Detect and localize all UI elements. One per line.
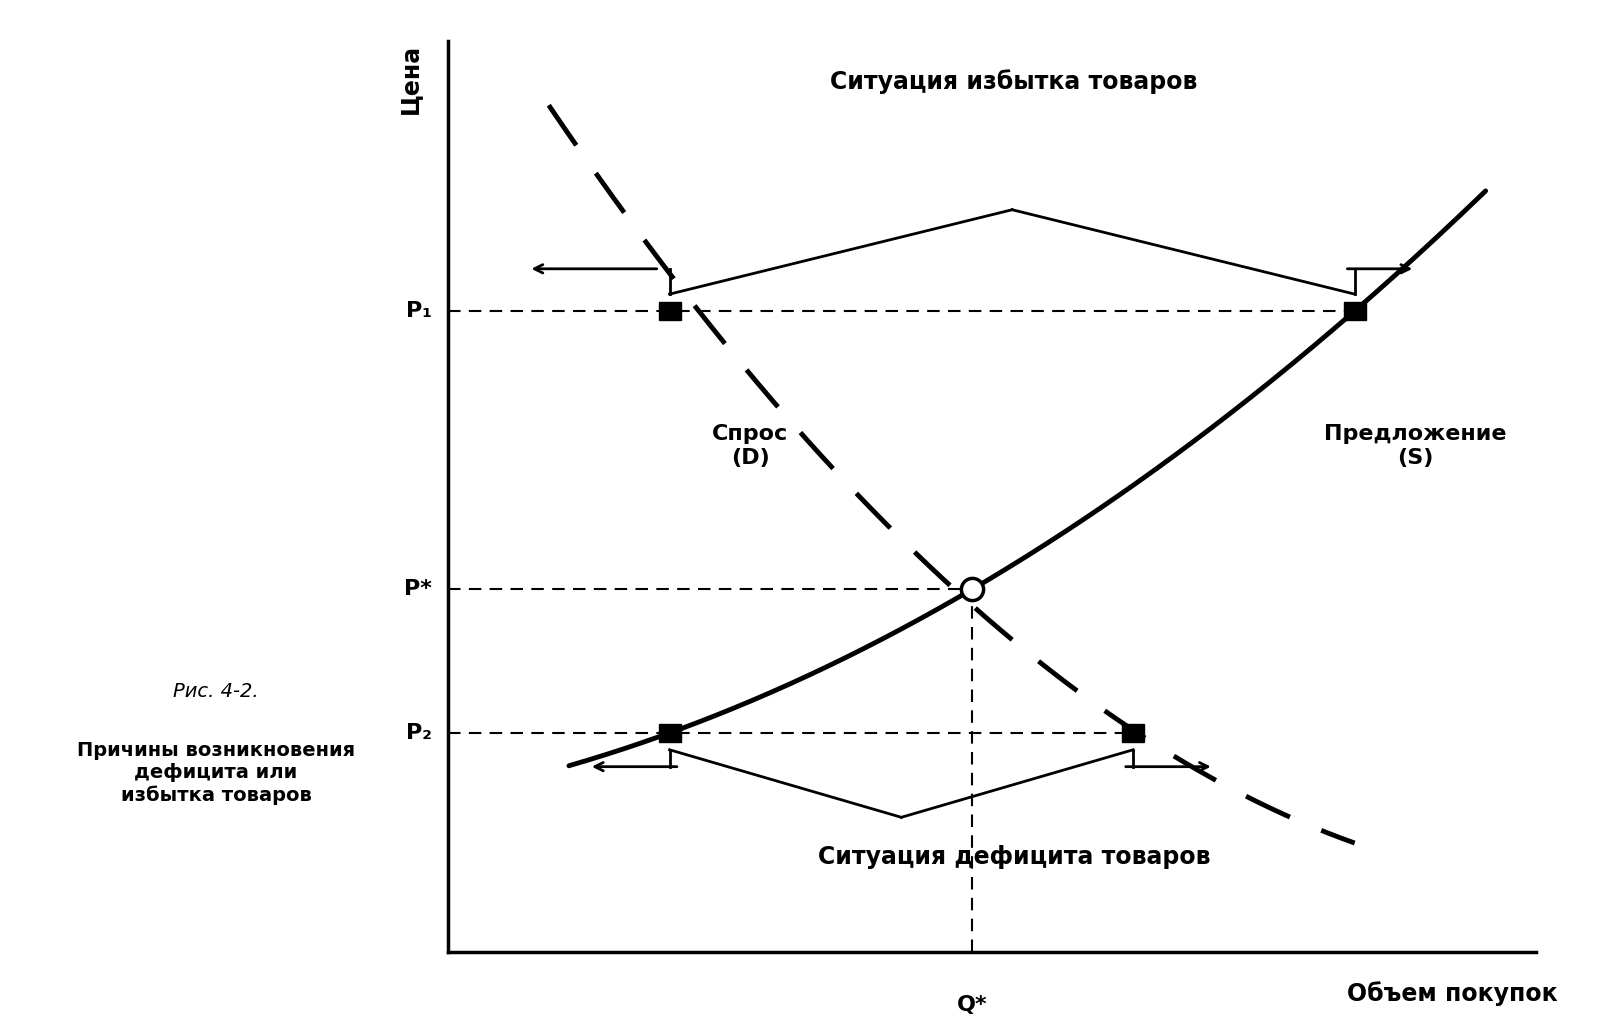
Text: Рис. 4-2.: Рис. 4-2.: [173, 682, 259, 700]
Text: Объем покупок: Объем покупок: [1347, 981, 1558, 1006]
Bar: [659, 302, 680, 321]
Text: Ситуация избытка товаров: Ситуация избытка товаров: [830, 70, 1197, 94]
Text: Цена: Цена: [398, 44, 422, 114]
Text: Спрос
(D): Спрос (D): [712, 424, 789, 468]
Bar: [1122, 724, 1144, 742]
Text: P₁: P₁: [406, 301, 432, 321]
Bar: [1344, 302, 1366, 321]
Bar: [659, 724, 680, 742]
Text: Ситуация дефицита товаров: Ситуация дефицита товаров: [818, 845, 1210, 868]
Text: Причины возникновения
дефицита или
избытка товаров: Причины возникновения дефицита или избыт…: [77, 741, 355, 805]
Text: P₂: P₂: [406, 723, 432, 743]
Text: Q*: Q*: [957, 994, 987, 1015]
Text: P*: P*: [405, 580, 432, 599]
Text: Предложение
(S): Предложение (S): [1323, 424, 1506, 468]
